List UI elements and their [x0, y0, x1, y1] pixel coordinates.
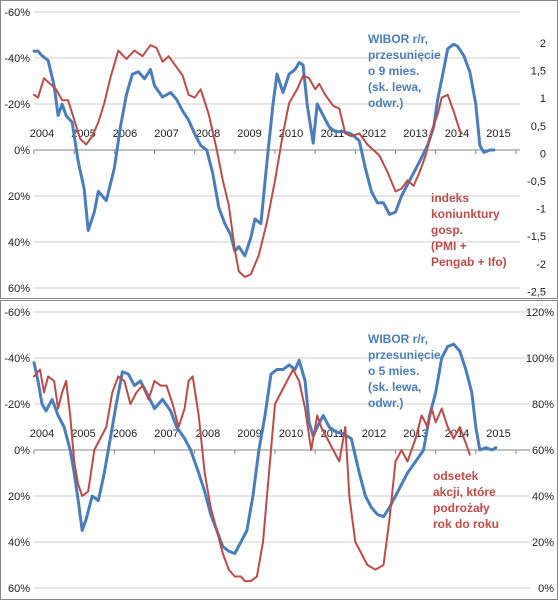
annotation-blue-line: o 9 mies. — [368, 64, 419, 78]
right-tick: 20% — [532, 537, 554, 549]
right-tick: 0 — [540, 148, 546, 160]
annotation-blue-line: WIBOR r/r, — [368, 332, 428, 346]
left-tick: 40% — [8, 237, 30, 249]
annotation-red-line: gosp. — [431, 223, 463, 237]
year-label: 2015 — [486, 128, 510, 140]
year-label: 2006 — [113, 428, 137, 440]
gridlines — [33, 11, 520, 289]
left-tick: 20% — [8, 191, 30, 203]
panel-wibor-vs-business-index: -60% -40% -20% 0% 20% 40% 60% 2 1,5 1 0,… — [0, 0, 558, 299]
year-label: 2004 — [30, 428, 54, 440]
gridlines — [33, 311, 530, 589]
x-axis-year-labels: 2004 2005 2006 2007 2008 2009 2010 2011 … — [30, 428, 511, 440]
year-label: 2013 — [403, 428, 427, 440]
annotation-red-line: podrożały — [433, 501, 490, 515]
right-tick: 40% — [532, 491, 554, 503]
series-layer — [32, 42, 496, 278]
annotation-red-line: Pengab + Ifo) — [431, 255, 507, 269]
left-tick: 0% — [14, 145, 30, 157]
annotations: WIBOR r/r, przesunięcie o 9 mies. (sk. l… — [368, 32, 507, 269]
right-tick: 80% — [532, 399, 554, 411]
annotation-red-line: koniunktury — [431, 207, 500, 221]
year-label: 2007 — [154, 128, 178, 140]
year-label: 2010 — [279, 128, 303, 140]
left-tick: 60% — [8, 583, 30, 595]
year-label: 2005 — [71, 428, 95, 440]
series-layer — [32, 342, 498, 583]
annotation-blue-line: przesunięcie — [368, 348, 441, 362]
left-tick: -20% — [4, 99, 30, 111]
right-tick: 120% — [526, 307, 554, 319]
indicator-series-line — [33, 368, 471, 583]
left-tick: -40% — [4, 53, 30, 65]
annotation-red-line: indeks — [431, 191, 469, 205]
right-tick: -0,5 — [527, 176, 546, 188]
year-label: 2004 — [30, 128, 54, 140]
right-tick: -1,5 — [527, 231, 546, 243]
year-label: 2012 — [362, 428, 386, 440]
annotation-red-line: odsetek — [433, 469, 479, 483]
year-label: 2013 — [403, 128, 427, 140]
year-label: 2015 — [486, 428, 510, 440]
left-tick: -60% — [4, 307, 30, 319]
right-axis: 2 1,5 1 0,5 0 -0,5 -1 -1,5 -2 -2,5 — [527, 38, 546, 298]
left-tick: 40% — [8, 537, 30, 549]
year-label: 2007 — [154, 428, 178, 440]
right-tick: 100% — [526, 353, 554, 365]
annotation-red-line: (PMI + — [431, 239, 467, 253]
annotation-blue-line: przesunięcie — [368, 48, 441, 62]
annotations: WIBOR r/r, przesunięcie o 5 mies. (sk. l… — [368, 332, 499, 531]
left-tick: 20% — [8, 491, 30, 503]
year-label: 2009 — [237, 428, 261, 440]
year-label: 2008 — [196, 128, 220, 140]
right-tick: 1 — [540, 93, 546, 105]
left-tick: -40% — [4, 353, 30, 365]
year-label: 2012 — [362, 128, 386, 140]
wibor-series-line — [32, 42, 496, 258]
left-tick: -60% — [4, 7, 30, 19]
right-tick: 2 — [540, 38, 546, 50]
right-tick: -1 — [536, 204, 546, 216]
left-tick: -20% — [4, 399, 30, 411]
right-tick: -2,5 — [527, 286, 546, 298]
year-label: 2014 — [445, 128, 469, 140]
annotation-blue-line: WIBOR r/r, — [368, 32, 428, 46]
indicator-series-line — [33, 44, 463, 278]
left-axis: -60% -40% -20% 0% 20% 40% 60% — [4, 307, 30, 595]
right-tick: 1,5 — [531, 66, 546, 78]
right-tick: 0,5 — [531, 121, 546, 133]
right-tick: -2 — [536, 259, 546, 271]
year-label: 2006 — [113, 128, 137, 140]
year-label: 2009 — [237, 128, 261, 140]
annotation-red-line: akcji, które — [433, 485, 496, 499]
annotation-blue-line: odwr.) — [368, 396, 403, 410]
panel-wibor-vs-rising-stocks: -60% -40% -20% 0% 20% 40% 60% 120% 100% … — [0, 300, 558, 600]
annotation-blue-line: (sk. lewa, — [368, 380, 421, 394]
annotation-blue-line: odwr.) — [368, 96, 403, 110]
annotation-blue-line: (sk. lewa, — [368, 80, 421, 94]
annotation-red-line: rok do roku — [433, 517, 499, 531]
right-tick: 60% — [532, 445, 554, 457]
wibor-series-line — [32, 342, 498, 555]
right-tick: 0% — [538, 583, 554, 595]
right-axis: 120% 100% 80% 60% 40% 20% 0% — [526, 307, 554, 595]
left-tick: 0% — [14, 445, 30, 457]
annotation-blue-line: o 5 mies. — [368, 364, 419, 378]
left-tick: 60% — [8, 283, 30, 295]
year-label: 2010 — [279, 428, 303, 440]
left-axis: -60% -40% -20% 0% 20% 40% 60% — [4, 7, 30, 295]
